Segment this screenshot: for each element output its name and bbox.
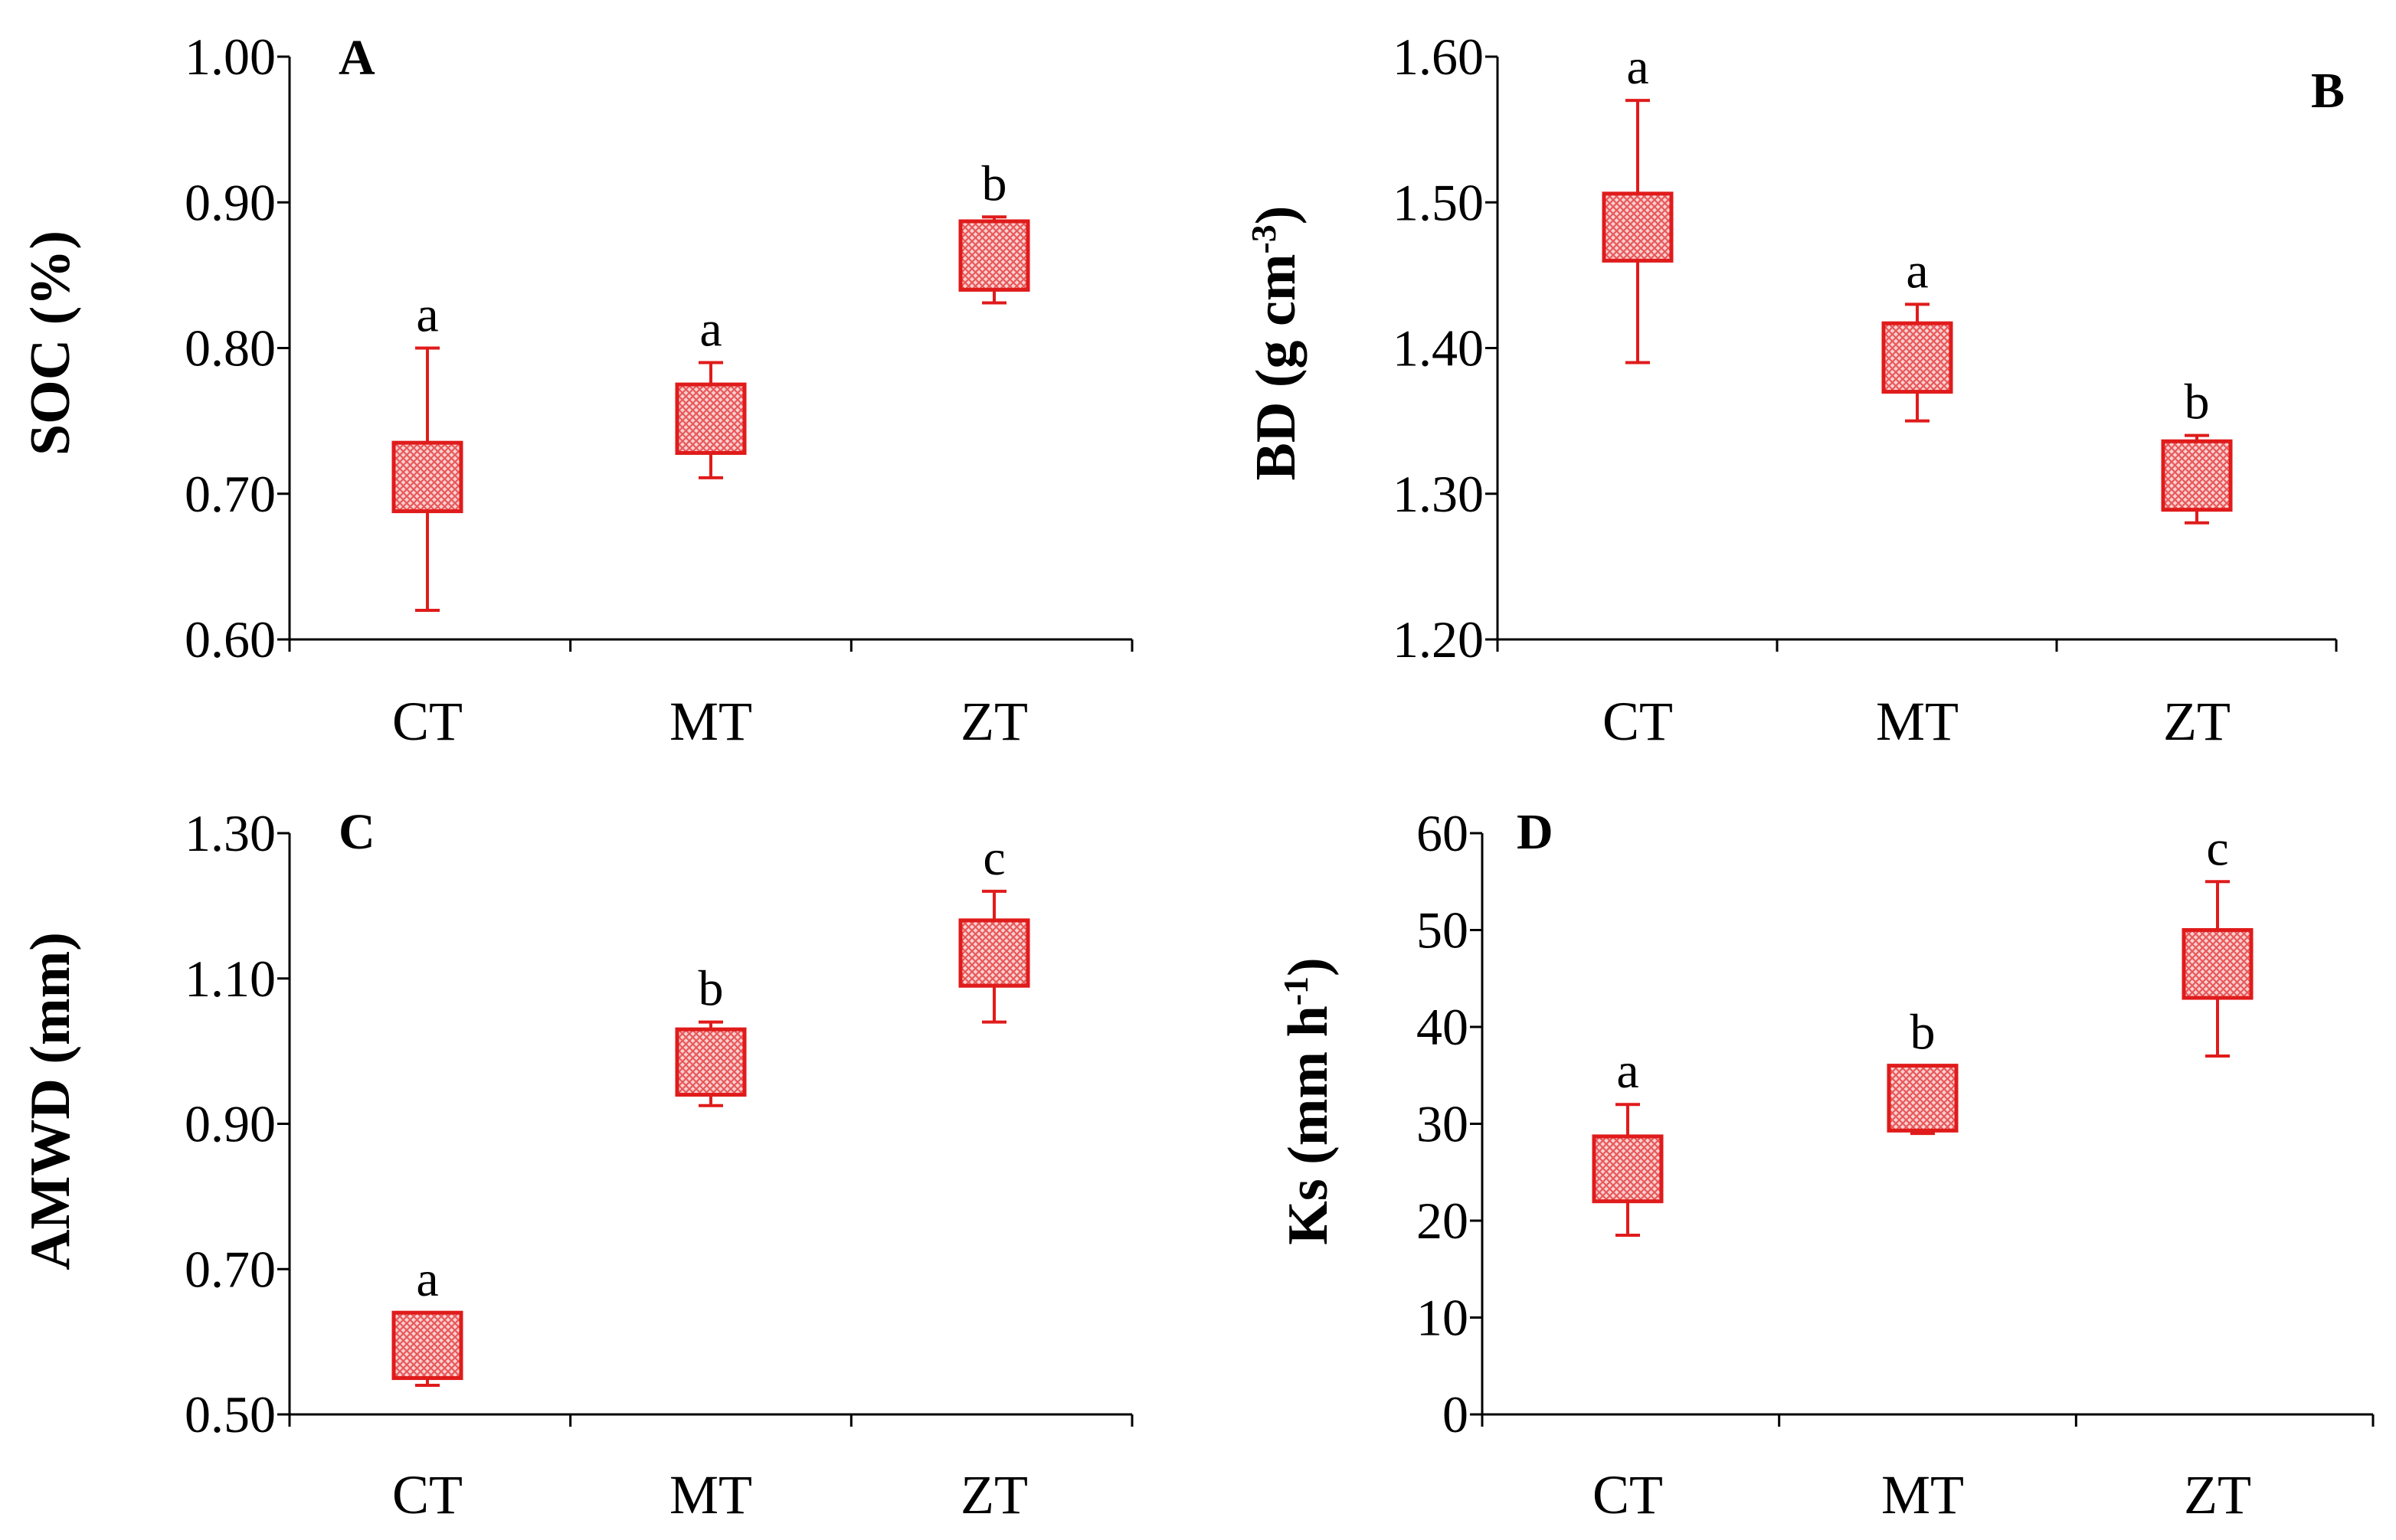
iqr-box [1881,321,1953,394]
box-mt: b [1887,1005,1959,1136]
y-axis-title: Ks (mm h-1) [1276,957,1340,1244]
iqr-box [2161,439,2233,512]
panel-c: C AMWD (mm) 0.50 0.70 0.90 1.10 1.30 CT MT ZT a b… [19,804,1134,1525]
x-tick-label: MT [1881,1464,1964,1525]
y-axis-title: AMWD (mm) [19,932,82,1270]
y-tick-label: 0.70 [185,1240,276,1298]
box-ct: a [1592,1043,1664,1237]
y-tick-label: 1.20 [1393,610,1484,669]
y-tick-label: 10 [1416,1289,1468,1347]
iqr-box [1602,191,1674,263]
iqr-box [958,918,1030,988]
significance-letter: b [699,961,724,1017]
panel-letter: C [339,804,375,860]
y-tick-label: 40 [1416,998,1468,1056]
panel-d: D Ks (mm h-1) 0 10 20 30 40 50 60 CT MT ZT a b c [1276,804,2375,1525]
y-tick-label: 0.80 [185,319,276,378]
y-tick-label: 1.40 [1393,319,1484,378]
panel-letter: D [1517,804,1553,860]
significance-letter: a [699,302,722,358]
box-ct: a [391,1251,463,1388]
y-tick-label: 60 [1416,804,1468,862]
y-axis-title: BD (g cm-3) [1244,206,1308,481]
box-zt: c [2182,820,2254,1058]
y-tick-label: 0.90 [185,173,276,231]
y-tick-label: 1.30 [185,804,276,862]
significance-letter: a [1626,39,1648,95]
significance-letter: b [982,155,1007,211]
significance-letter: c [2206,820,2228,876]
y-tick-label: 0.70 [185,465,276,523]
significance-letter: a [1616,1043,1638,1099]
iqr-box [1887,1064,1959,1133]
panel-letter: B [2311,63,2345,119]
panel-a: A SOC (%) 0.60 0.70 0.80 0.90 1.00 CT MT ZT a a b [19,28,1134,752]
box-mt: b [675,961,747,1107]
panel-letter: A [339,30,375,86]
iqr-box [391,1310,463,1381]
x-tick-label: ZT [2163,691,2231,752]
y-tick-label: 0.60 [185,610,276,669]
y-tick-label: 50 [1416,901,1468,960]
x-tick-label: CT [392,691,463,752]
box-mt: a [1881,243,1953,423]
x-tick-label: ZT [2184,1464,2251,1525]
iqr-box [1592,1134,1664,1204]
iqr-box [958,219,1030,292]
box-mt: a [675,302,747,479]
y-tick-label: 0.50 [185,1385,276,1444]
significance-letter: a [1906,243,1928,299]
significance-letter: b [2185,374,2210,430]
x-tick-label: CT [1592,1464,1663,1525]
significance-letter: a [416,1251,438,1307]
significance-letter: c [983,830,1005,886]
y-tick-label: 1.30 [1393,465,1484,523]
y-tick-label: 1.00 [185,28,276,86]
x-tick-label: MT [669,691,752,752]
box-zt: c [958,830,1030,1024]
iqr-box [391,440,463,514]
x-tick-label: ZT [961,1464,1028,1525]
y-tick-label: 0.90 [185,1095,276,1153]
iqr-box [675,382,747,455]
y-tick-label: 30 [1416,1095,1468,1153]
box-ct: a [1602,39,1674,365]
x-tick-label: ZT [961,691,1028,752]
iqr-box [2182,928,2254,1000]
x-tick-label: MT [669,1464,752,1525]
y-tick-label: 0 [1442,1385,1468,1444]
significance-letter: b [1910,1005,1936,1061]
box-zt: b [2161,374,2233,525]
iqr-box [675,1027,747,1097]
y-tick-label: 1.60 [1393,28,1484,86]
y-tick-label: 20 [1416,1192,1468,1250]
panel-b: B BD (g cm-3) 1.20 1.30 1.40 1.50 1.60 CT MT ZT… [1244,28,2345,752]
x-tick-label: CT [392,1464,463,1525]
y-tick-label: 1.10 [185,950,276,1008]
x-tick-label: CT [1602,691,1673,752]
significance-letter: a [416,287,438,343]
x-tick-label: MT [1876,691,1959,752]
y-axis-title: SOC (%) [19,231,82,456]
box-zt: b [958,155,1030,305]
y-tick-label: 1.50 [1393,173,1484,231]
box-ct: a [391,287,463,612]
